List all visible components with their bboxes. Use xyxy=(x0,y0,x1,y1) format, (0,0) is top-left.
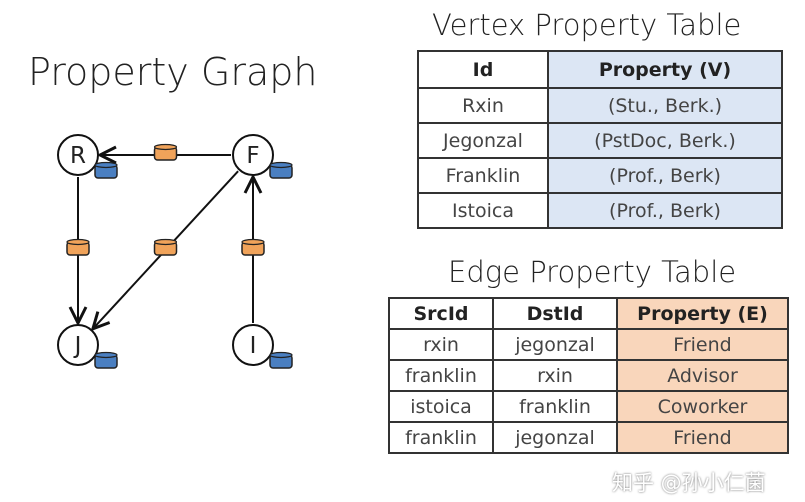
table-row: Istoica (Prof., Berk) xyxy=(417,192,783,229)
vertex-property-icon xyxy=(94,351,118,369)
vertex-node xyxy=(57,134,99,176)
table-cell: Friend xyxy=(616,328,789,361)
property-graph: R F J I xyxy=(57,134,293,369)
table-cell: rxin xyxy=(492,359,618,392)
vertex-property-icon xyxy=(94,161,118,179)
header-property: Property (E) xyxy=(616,297,789,330)
vertex-node xyxy=(57,324,99,366)
table-row: istoica franklin Coworker xyxy=(388,390,789,423)
table-cell: jegonzal xyxy=(492,421,618,454)
vertex-table-title: Vertex Property Table xyxy=(432,8,742,42)
table-cell: rxin xyxy=(388,328,494,361)
edge-property-table: SrcId DstId Property (E) rxin jegonzal Frien… xyxy=(388,297,789,454)
table-cell: franklin xyxy=(388,421,494,454)
table-row: Jegonzal (PstDoc, Berk.) xyxy=(417,122,783,159)
table-row: Rxin (Stu., Berk.) xyxy=(417,87,783,124)
table-row: rxin jegonzal Friend xyxy=(388,328,789,361)
table-header-row: Id Property (V) xyxy=(417,50,783,89)
table-cell: istoica xyxy=(388,390,494,423)
header-srcid: SrcId xyxy=(388,297,494,330)
table-cell: (Prof., Berk) xyxy=(547,157,783,194)
table-row: franklin jegonzal Friend xyxy=(388,421,789,454)
table-row: Franklin (Prof., Berk) xyxy=(417,157,783,194)
header-dstid: DstId xyxy=(492,297,618,330)
table-cell: Advisor xyxy=(616,359,789,392)
vertex-node xyxy=(232,134,274,176)
table-cell: Coworker xyxy=(616,390,789,423)
header-id: Id xyxy=(417,50,549,89)
table-cell: (Prof., Berk) xyxy=(547,192,783,229)
table-cell: (Stu., Berk.) xyxy=(547,87,783,124)
vertex-property-table: Id Property (V) Rxin (Stu., Berk.) Jegonzal… xyxy=(417,50,783,229)
vertex-label: I xyxy=(250,333,257,359)
table-cell: jegonzal xyxy=(492,328,618,361)
table-row: franklin rxin Advisor xyxy=(388,359,789,392)
table-cell: Istoica xyxy=(417,192,549,229)
table-cell: Franklin xyxy=(417,157,549,194)
table-cell: (PstDoc, Berk.) xyxy=(547,122,783,159)
vertex-property-icon xyxy=(269,351,293,369)
table-cell: franklin xyxy=(388,359,494,392)
header-property: Property (V) xyxy=(547,50,783,89)
table-cell: Rxin xyxy=(417,87,549,124)
table-cell: Friend xyxy=(616,421,789,454)
watermark: 知乎 @孙小仁菌 xyxy=(612,471,766,495)
edge-table-title: Edge Property Table xyxy=(448,255,737,289)
vertex-property-icon xyxy=(269,161,293,179)
vertex-node xyxy=(232,324,274,366)
table-header-row: SrcId DstId Property (E) xyxy=(388,297,789,330)
edge-property-icon xyxy=(241,238,265,256)
graph-title: Property Graph xyxy=(28,50,318,94)
edge-property-icon xyxy=(153,238,178,256)
edge-property-icon xyxy=(153,143,178,161)
vertex-label: F xyxy=(246,143,259,169)
edge-property-icon xyxy=(66,238,90,256)
vertex-label: R xyxy=(70,143,86,169)
table-cell: franklin xyxy=(492,390,618,423)
table-cell: Jegonzal xyxy=(417,122,549,159)
vertex-label: J xyxy=(73,333,82,359)
